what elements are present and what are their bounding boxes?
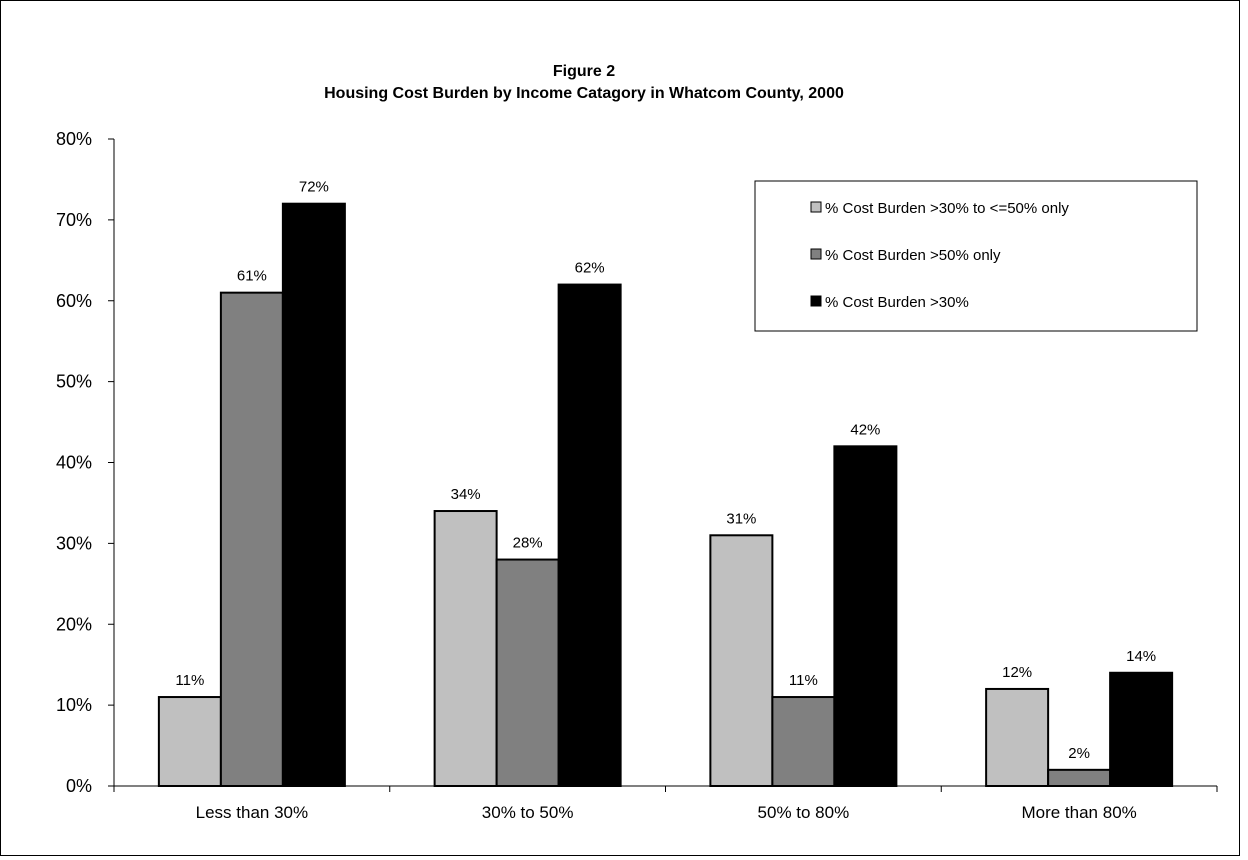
data-label: 61% (237, 268, 267, 285)
data-label: 11% (789, 672, 818, 689)
data-labels: 11% 61% 72% 34% 28% 62% 31% 11% 42% 12% 2% 14% (175, 179, 1156, 762)
bar (281, 202, 346, 787)
bar (833, 445, 898, 787)
bar (1109, 671, 1174, 788)
legend: % Cost Burden >30% to <=50% only % Cost B… (754, 180, 1198, 332)
bar (985, 687, 1050, 788)
x-tick-label: 30% to 50% (482, 803, 574, 822)
y-tick-label: 60% (56, 291, 92, 311)
x-tick-label: More than 80% (1021, 803, 1136, 822)
y-tick-label: 20% (56, 614, 92, 634)
data-label: 11% (175, 672, 204, 689)
legend-label: % Cost Burden >50% only (825, 247, 1001, 264)
bar (157, 696, 222, 787)
x-tick-label: 50% to 80% (758, 803, 850, 822)
y-tick-label: 80% (56, 129, 92, 149)
y-tick-label: 70% (56, 210, 92, 230)
bar (771, 696, 836, 787)
chart-subtitle: Housing Cost Burden by Income Catagory i… (324, 85, 844, 102)
data-label: 12% (1002, 664, 1032, 681)
data-label: 31% (726, 510, 756, 527)
y-tick-label: 10% (56, 695, 92, 715)
legend-swatch (810, 248, 822, 260)
legend-label: % Cost Burden >30% to <=50% only (825, 200, 1069, 217)
bar (433, 510, 498, 787)
y-tick-label: 40% (56, 453, 92, 473)
data-label: 72% (299, 179, 329, 196)
bars (157, 202, 1174, 788)
data-label: 62% (575, 260, 605, 277)
bar (557, 283, 622, 787)
y-tick-label: 30% (56, 533, 92, 553)
data-label: 42% (850, 421, 880, 438)
x-tick-label: Less than 30% (196, 803, 308, 822)
data-label: 34% (451, 486, 481, 503)
legend-label: % Cost Burden >30% (825, 294, 969, 311)
data-label: 14% (1126, 648, 1156, 665)
legend-swatch (810, 295, 822, 307)
bar (709, 534, 774, 787)
legend-swatch (810, 201, 822, 213)
bar (219, 291, 284, 787)
y-tick-label: 0% (66, 776, 92, 796)
bar (495, 558, 560, 787)
data-label: 2% (1068, 745, 1090, 762)
y-tick-label: 50% (56, 372, 92, 392)
chart-title: Figure 2 (553, 63, 615, 80)
data-label: 28% (513, 535, 543, 552)
legend-box (754, 180, 1198, 332)
axes: 0% 10% 20% 30% 40% 50% 60% 70% 80% Less than 30% 3… (56, 129, 1218, 822)
bar (1047, 768, 1112, 788)
